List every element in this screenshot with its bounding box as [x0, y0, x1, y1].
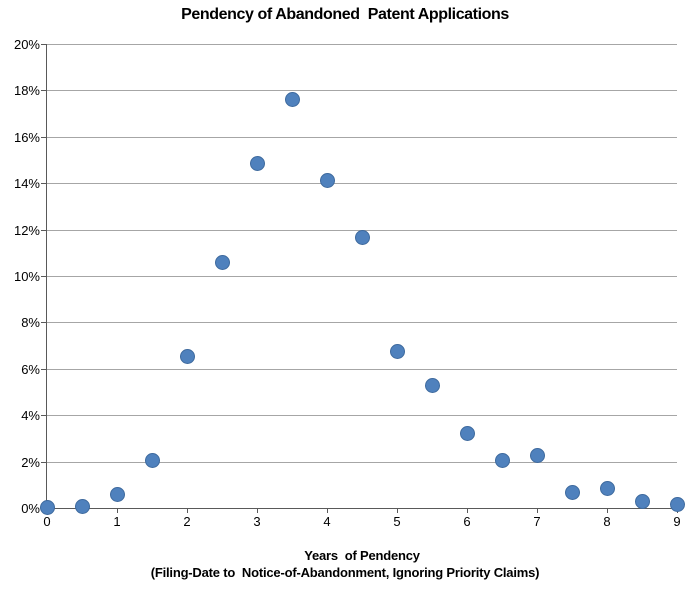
x-tick: [397, 508, 398, 513]
gridline: [47, 368, 677, 370]
y-axis-tick-label: 8%: [21, 315, 40, 331]
data-point: [74, 499, 90, 515]
data-point: [389, 343, 405, 359]
data-point: [284, 92, 300, 108]
y-axis-tick-label: 16%: [13, 129, 40, 145]
x-tick: [117, 508, 118, 513]
data-point: [319, 173, 335, 189]
data-point: [144, 452, 160, 468]
x-tick: [537, 508, 538, 513]
gridline: [47, 136, 677, 138]
x-axis-tick-label: 1: [113, 514, 121, 529]
x-axis-title: Years of Pendency: [304, 548, 420, 563]
x-axis-tick-label: 8: [603, 514, 611, 529]
y-axis-tick-label: 0%: [21, 501, 40, 516]
y-tick: [41, 183, 47, 185]
x-axis-line: [47, 508, 678, 509]
data-point: [424, 377, 440, 393]
x-axis-tick-label: 9: [673, 514, 681, 529]
x-axis-tick-label: 4: [323, 514, 331, 529]
data-point: [249, 155, 265, 171]
y-tick: [41, 322, 47, 324]
data-point: [494, 452, 510, 468]
x-tick: [187, 508, 188, 513]
gridline: [47, 276, 677, 277]
data-point: [459, 426, 475, 442]
y-tick: [41, 415, 47, 417]
data-point: [599, 480, 615, 496]
data-point: [354, 230, 370, 246]
chart-title: Pendency of Abandoned Patent Application…: [181, 6, 509, 23]
data-point: [529, 448, 545, 464]
y-tick: [41, 44, 47, 45]
y-tick: [41, 229, 47, 231]
gridline: [47, 322, 677, 324]
y-axis-tick-label: 18%: [13, 83, 40, 99]
y-axis-tick-label: 20%: [13, 37, 40, 52]
gridline: [47, 183, 677, 185]
y-axis-tick-label: 6%: [21, 361, 40, 377]
gridline: [47, 90, 677, 92]
data-point: [39, 500, 55, 516]
x-tick: [257, 508, 258, 513]
y-tick: [41, 368, 47, 370]
y-axis-tick-label: 12%: [13, 222, 40, 238]
y-axis-tick-label: 2%: [21, 454, 40, 470]
data-point: [634, 493, 650, 509]
y-axis-line: [46, 44, 47, 513]
y-axis-tick-label: 4%: [21, 408, 40, 424]
x-axis-tick-label: 0: [43, 514, 51, 529]
x-axis-subtitle: (Filing-Date to Notice-of-Abandonment, I…: [150, 565, 540, 580]
y-axis-tick-label: 10%: [13, 269, 40, 284]
x-axis-tick-label: 2: [183, 514, 191, 529]
data-point: [179, 348, 195, 364]
y-tick: [41, 136, 47, 138]
x-axis-tick-label: 3: [253, 514, 261, 529]
data-point: [669, 497, 685, 513]
gridline: [47, 44, 677, 45]
gridline: [47, 415, 677, 417]
x-tick: [607, 508, 608, 513]
x-tick: [327, 508, 328, 513]
data-point: [109, 486, 125, 502]
x-axis-tick-label: 7: [533, 514, 541, 529]
gridline: [47, 229, 677, 231]
data-point: [564, 485, 580, 501]
y-tick: [41, 90, 47, 92]
data-point: [214, 254, 230, 270]
x-axis-tick-label: 5: [393, 514, 401, 529]
x-axis-tick-label: 6: [463, 514, 471, 529]
y-tick: [41, 461, 47, 463]
gridline: [47, 461, 677, 463]
x-tick: [467, 508, 468, 513]
y-axis-tick-label: 14%: [13, 176, 40, 192]
y-tick: [41, 276, 47, 277]
